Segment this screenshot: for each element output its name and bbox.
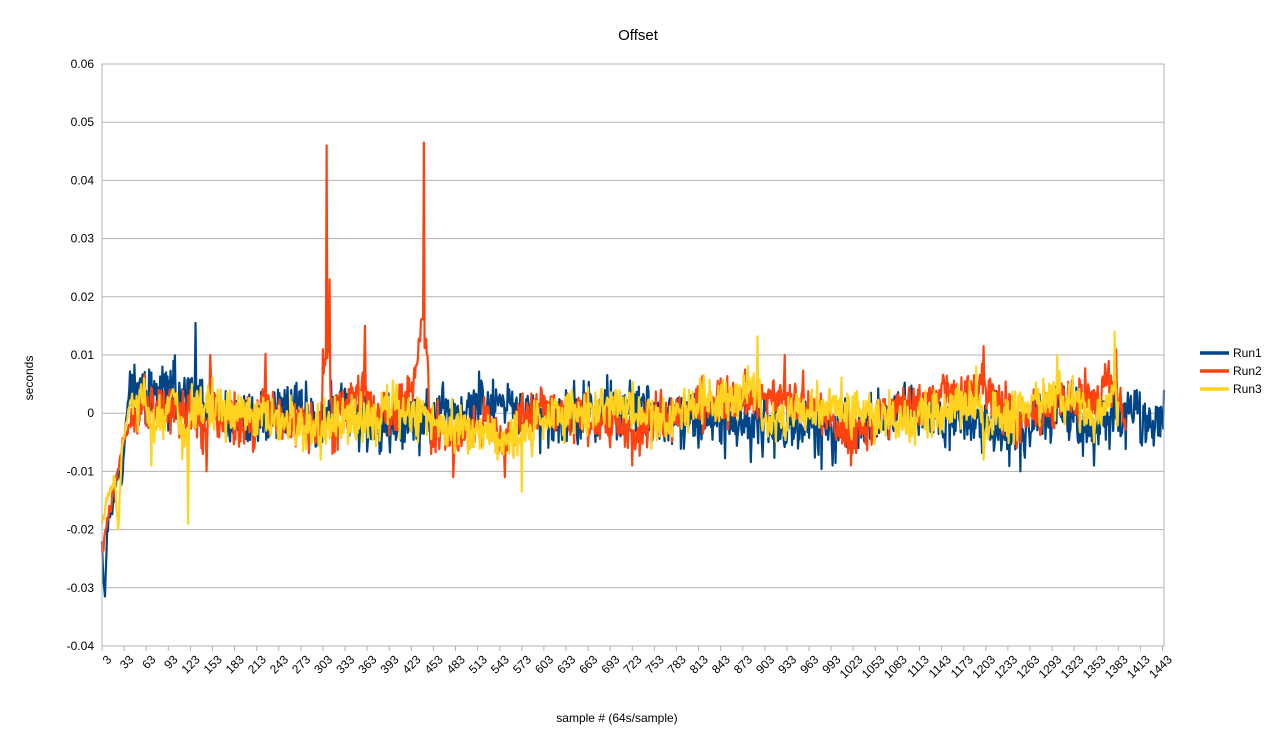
plot-area-border [101, 63, 1165, 647]
x-axis-ticks: 3 33 63 93123153183213243273303333363393423… [100, 646, 1175, 681]
legend-label: Run2 [1233, 364, 1262, 378]
y-axis-ticks: 0.06 0.05 0.04 0.03 0.02 0.01 0 -0.01 -0.02 -0.03… [67, 57, 95, 653]
y-axis-label: seconds [22, 356, 36, 401]
x-tick-label: 1113 [904, 652, 932, 680]
x-axis-label: sample # (64s/sample) [556, 711, 677, 725]
x-tick-label: 423 [400, 652, 424, 676]
x-tick-label: 453 [422, 652, 446, 676]
x-tick-label: 843 [709, 652, 733, 676]
x-tick-label: 1443 [1146, 652, 1175, 681]
y-tick-label: 0.05 [71, 115, 95, 129]
x-tick-label: 93 [161, 652, 181, 672]
x-tick-label: 243 [267, 652, 291, 676]
x-tick-label: 303 [311, 652, 335, 676]
legend: Run1 Run2 Run3 [1200, 346, 1262, 396]
x-tick-label: 1053 [859, 652, 888, 681]
legend-label: Run1 [1233, 346, 1262, 360]
x-tick-label: 1383 [1102, 652, 1131, 681]
x-tick-label: 663 [576, 652, 600, 676]
x-tick-label: 903 [753, 652, 777, 676]
x-tick-label: 1263 [1014, 652, 1043, 681]
y-tick-label: -0.03 [67, 581, 95, 595]
x-tick-label: 813 [687, 652, 711, 676]
x-tick-label: 543 [488, 652, 512, 676]
x-tick-label: 1413 [1124, 652, 1153, 681]
x-tick-label: 213 [245, 652, 269, 676]
x-tick-label: 693 [598, 652, 622, 676]
y-tick-label: -0.04 [67, 639, 95, 653]
x-tick-label: 1203 [969, 652, 998, 681]
y-tick-label: 0.06 [71, 57, 95, 71]
x-tick-label: 183 [223, 652, 247, 676]
x-tick-label: 873 [731, 652, 755, 676]
x-tick-label: 963 [797, 652, 821, 676]
series-lines [100, 141, 1166, 598]
chart-title: Offset [618, 27, 659, 44]
y-tick-label: 0.02 [71, 290, 95, 304]
y-tick-label: 0.01 [71, 348, 95, 362]
x-tick-label: 1323 [1058, 652, 1087, 681]
x-tick-label: 633 [554, 652, 578, 676]
x-tick-label: 1233 [991, 652, 1020, 681]
x-tick-label: 573 [510, 652, 534, 676]
series-line-run3 [100, 330, 1120, 531]
x-tick-label: 1293 [1036, 652, 1065, 681]
x-tick-label: 273 [289, 652, 313, 676]
x-tick-label: 513 [466, 652, 490, 676]
x-tick-label: 153 [201, 652, 225, 676]
x-tick-label: 753 [643, 652, 667, 676]
grid-lines [102, 63, 1164, 647]
x-tick-label: 393 [378, 652, 402, 676]
x-tick-label: 63 [139, 652, 159, 672]
series-line-run2 [100, 141, 1127, 553]
y-tick-label: -0.01 [67, 464, 95, 478]
x-tick-label: 1023 [837, 652, 866, 681]
x-tick-label: 1353 [1080, 652, 1109, 681]
x-tick-label: 123 [179, 652, 203, 676]
x-tick-label: 603 [532, 652, 556, 676]
y-tick-label: -0.02 [67, 523, 95, 537]
x-tick-label: 3 [100, 652, 115, 667]
y-tick-label: 0.03 [71, 232, 95, 246]
x-tick-label: 1173 [948, 652, 976, 680]
x-tick-label: 933 [775, 652, 799, 676]
x-tick-label: 723 [621, 652, 645, 676]
y-tick-label: 0.04 [71, 173, 95, 187]
x-tick-label: 783 [665, 652, 689, 676]
y-tick-label: 0 [87, 406, 94, 420]
x-tick-label: 363 [355, 652, 379, 676]
x-tick-label: 33 [117, 652, 137, 672]
x-tick-label: 1143 [926, 652, 954, 680]
x-tick-label: 1083 [881, 652, 910, 681]
x-tick-label: 483 [444, 652, 468, 676]
x-tick-label: 333 [333, 652, 357, 676]
legend-label: Run3 [1233, 382, 1262, 396]
